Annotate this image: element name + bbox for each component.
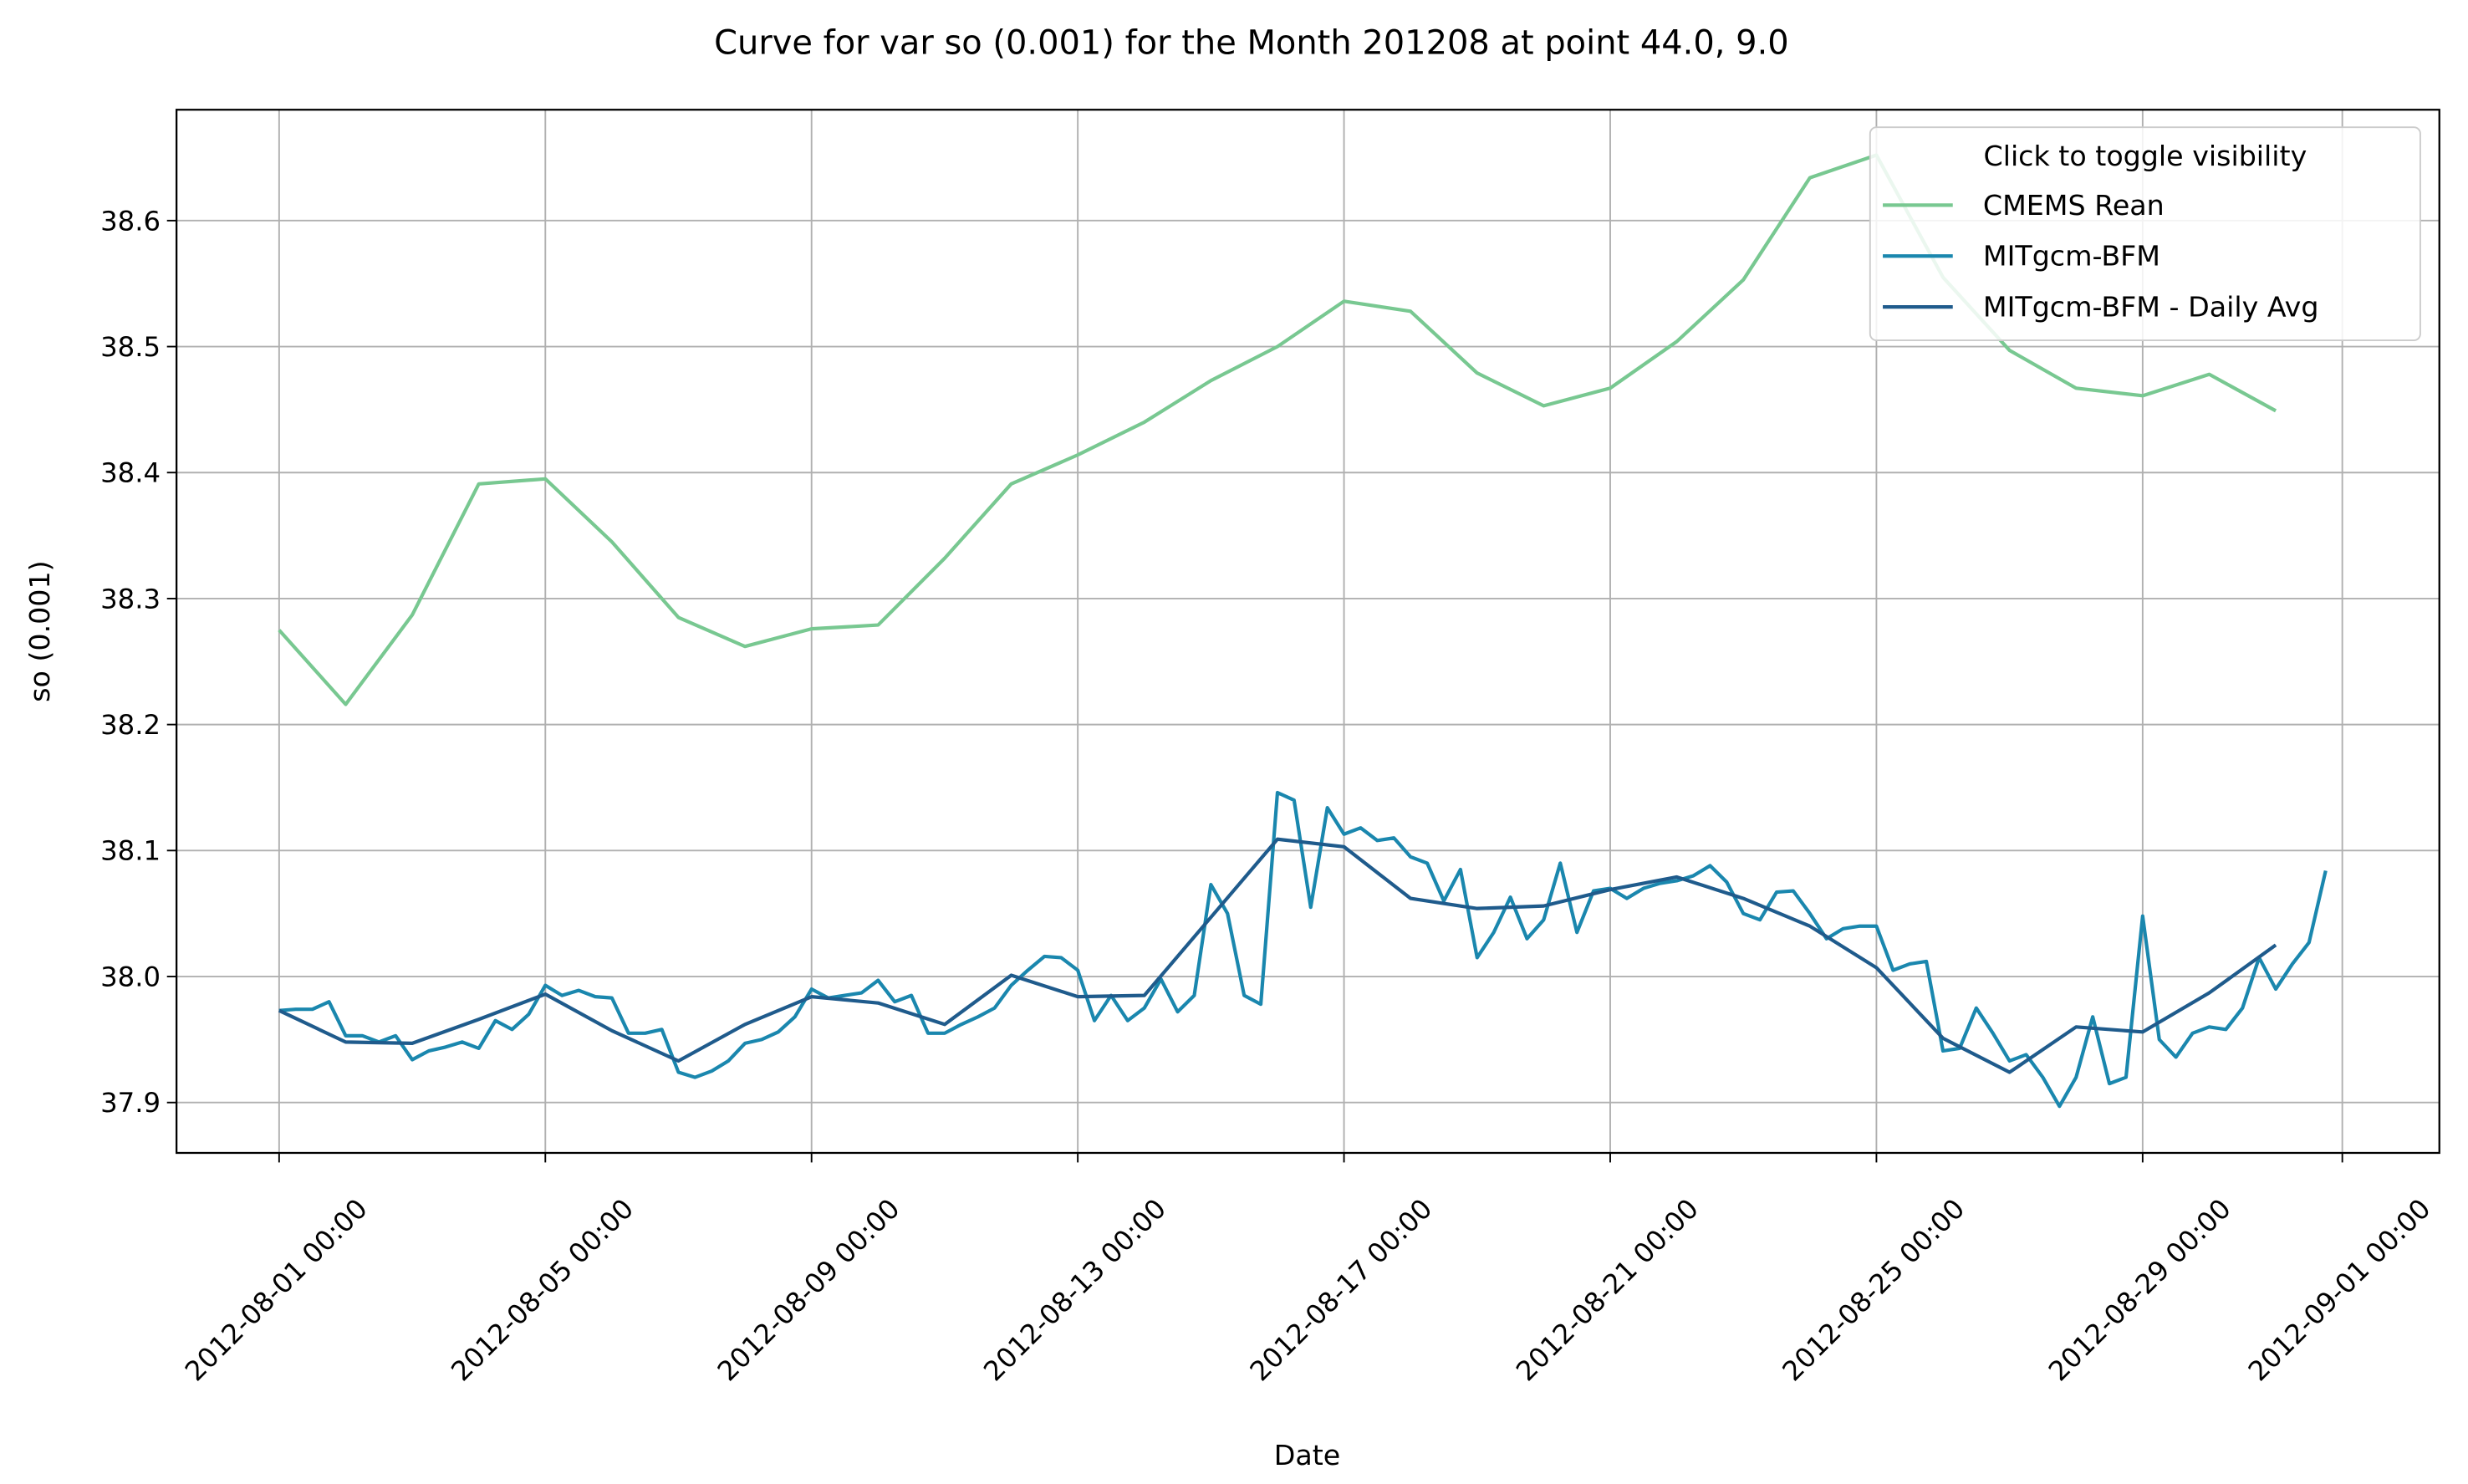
axes-frame (175, 109, 2440, 1155)
legend-label: MITgcm-BFM - Daily Avg (1983, 291, 2319, 324)
y-tick-label: 38.6 (100, 205, 161, 237)
x-axis-label: Date (1274, 1439, 1341, 1471)
chart-title: Curve for var so (0.001) for the Month 2… (714, 24, 1789, 63)
legend-label: CMEMS Rean (1983, 189, 2165, 222)
legend-item[interactable]: MITgcm-BFM (1883, 240, 2160, 273)
y-tick-label: 38.1 (100, 835, 161, 867)
y-tick-label: 38.2 (100, 709, 161, 741)
series-line (278, 837, 2277, 1074)
legend-item[interactable]: MITgcm-BFM - Daily Avg (1883, 291, 2318, 324)
y-tick-label: 38.5 (100, 331, 161, 363)
legend-box (1869, 126, 2421, 341)
y-axis-label: so (0.001) (23, 560, 56, 701)
y-tick-label: 38.3 (100, 583, 161, 615)
legend-title: Click to toggle visibility (1983, 140, 2307, 172)
series-line (278, 790, 2328, 1109)
y-tick-label: 38.0 (100, 961, 161, 992)
legend-label: MITgcm-BFM (1983, 240, 2160, 273)
legend-item[interactable]: CMEMS Rean (1883, 189, 2165, 222)
y-tick-label: 38.4 (100, 457, 161, 489)
grid (176, 110, 2440, 1153)
y-tick-label: 37.9 (100, 1087, 161, 1119)
legend: Click to toggle visibility CMEMS Rean MIT… (1869, 126, 2421, 341)
